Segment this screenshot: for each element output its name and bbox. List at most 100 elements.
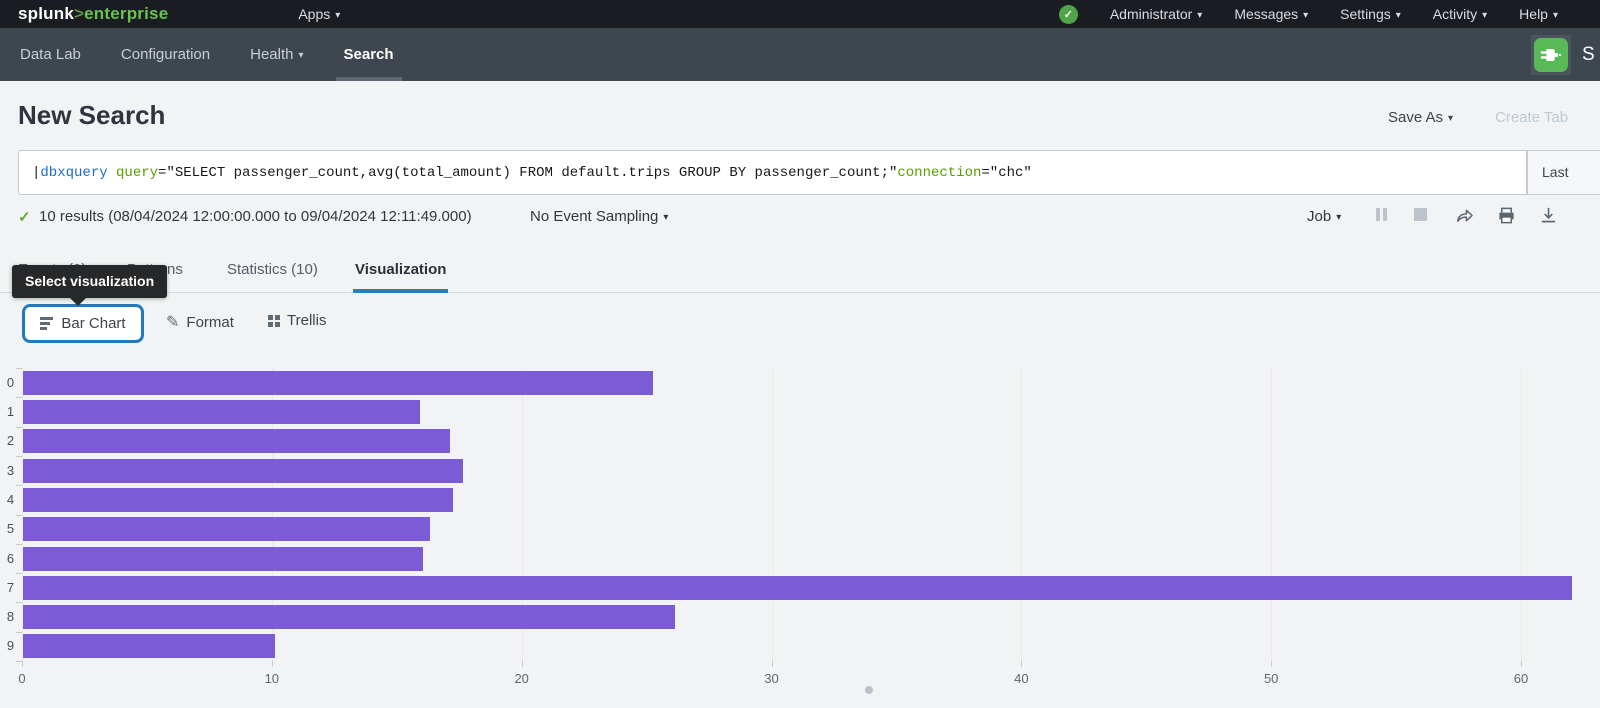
bar[interactable] [23, 517, 431, 542]
trellis-label: Trellis [287, 312, 327, 329]
stop-icon[interactable] [1414, 208, 1427, 221]
y-axis-tick [16, 631, 22, 633]
results-tabs: Events (0) Patterns Statistics (10) Visu… [0, 250, 1600, 293]
bar[interactable] [23, 487, 453, 512]
trellis-button[interactable]: Trellis [268, 312, 326, 329]
chart-gridline [1521, 368, 1522, 661]
y-axis-category-label: 8 [6, 609, 15, 625]
bar[interactable] [23, 605, 676, 630]
messages-menu[interactable]: Messages [1234, 6, 1308, 22]
y-axis-category-label: 0 [6, 374, 15, 390]
y-axis-category-label: 3 [6, 462, 15, 478]
nav-item-health[interactable]: Health [250, 28, 303, 81]
bar[interactable] [23, 634, 276, 659]
settings-menu[interactable]: Settings [1340, 6, 1401, 22]
bar[interactable] [23, 400, 421, 424]
scrollbar-dot[interactable] [865, 686, 873, 694]
create-table-view-button[interactable]: Create Tab [1495, 109, 1569, 126]
results-status-text: 10 results (08/04/2024 12:00:00.000 to 0… [39, 208, 472, 225]
bar[interactable] [23, 458, 463, 483]
y-axis-tick [16, 368, 22, 369]
nav-item-search[interactable]: Search [335, 28, 402, 81]
spl-param-connection: connection [897, 164, 982, 181]
bar[interactable] [23, 429, 451, 454]
activity-menu[interactable]: Activity [1433, 6, 1487, 22]
search-input[interactable]: | dbxquery query ="SELECT passenger_count… [18, 150, 1527, 195]
administrator-menu[interactable]: Administrator [1110, 6, 1203, 22]
bar[interactable] [23, 575, 1572, 600]
chart-type-picker-button[interactable]: Bar Chart [22, 304, 144, 343]
job-menu[interactable]: Job [1307, 208, 1341, 225]
y-axis-tick [16, 514, 22, 516]
db-connect-plug-icon[interactable] [1534, 37, 1568, 72]
active-tab-indicator [353, 289, 448, 293]
page-title: New Search [18, 100, 166, 130]
y-axis-tick [16, 455, 22, 457]
x-axis-tick-label: 60 [1513, 671, 1529, 686]
export-icon[interactable] [1539, 206, 1558, 229]
success-check-icon [18, 208, 31, 226]
print-icon[interactable] [1497, 206, 1516, 229]
y-axis-category-label: 4 [6, 491, 15, 507]
spl-command: dbxquery [40, 164, 108, 181]
spl-value-connection: ="chc" [981, 164, 1032, 181]
x-axis-tick [521, 661, 523, 667]
app-title-cutoff: S [1582, 43, 1595, 65]
help-menu[interactable]: Help [1519, 6, 1558, 22]
nav-item-configuration[interactable]: Configuration [120, 46, 211, 63]
y-axis-tick [16, 397, 22, 399]
format-button[interactable]: Format [166, 312, 234, 332]
app-nav-bar: Data Lab Configuration Health Search S [0, 28, 1600, 81]
logo-gt-icon: > [74, 4, 85, 23]
tab-visualization[interactable]: Visualization [355, 261, 447, 278]
time-range-picker[interactable]: Last [1527, 150, 1600, 195]
x-axis-tick [1271, 661, 1273, 667]
splunk-logo[interactable]: splunk>enterprise [18, 4, 168, 24]
event-sampling-menu[interactable]: No Event Sampling [530, 208, 668, 225]
y-axis-tick [16, 543, 22, 545]
x-axis-tick-label: 40 [1014, 671, 1029, 686]
x-axis-tick-label: 10 [264, 671, 280, 686]
x-axis-tick-label: 0 [18, 671, 26, 686]
spl-value-query: ="SELECT passenger_count,avg(total_amoun… [158, 164, 898, 181]
select-visualization-tooltip: Select visualization [12, 265, 168, 306]
bar-chart-icon [40, 317, 54, 330]
share-icon[interactable] [1455, 206, 1474, 229]
trellis-grid-icon [268, 314, 280, 327]
y-axis-tick [16, 661, 22, 662]
x-axis-tick-label: 20 [514, 671, 529, 686]
health-status-icon[interactable] [1058, 4, 1078, 24]
y-axis-category-label: 2 [6, 433, 15, 449]
y-axis-category-label: 9 [6, 638, 15, 654]
tab-statistics[interactable]: Statistics (10) [227, 261, 318, 278]
plug-glyph [1540, 48, 1562, 61]
y-axis-category-label: 6 [6, 550, 15, 566]
logo-brand: splunk [18, 4, 74, 23]
bar[interactable] [23, 370, 653, 395]
x-axis-tick-label: 50 [1263, 671, 1279, 686]
x-axis-tick [1021, 661, 1023, 667]
x-axis-tick [1521, 661, 1522, 667]
chart-gridline [271, 368, 273, 661]
bar[interactable] [23, 546, 423, 571]
apps-menu[interactable]: Apps [298, 6, 340, 22]
y-axis-tick [16, 602, 22, 604]
pause-icon[interactable] [1376, 208, 1387, 221]
chart-gridline [771, 368, 773, 661]
save-as-button[interactable]: Save As [1388, 109, 1453, 126]
logo-product: enterprise [84, 4, 169, 23]
chart-gridline [22, 368, 23, 661]
spl-param-query: query [116, 164, 159, 181]
chart-plot-area [22, 368, 1596, 661]
y-axis-category-label: 1 [6, 404, 15, 419]
results-bar: 10 results (08/04/2024 12:00:00.000 to 0… [0, 204, 1600, 236]
bar-chart: 0 1 2 3 4 5 6 7 8 9 0 10 20 30 40 50 60 [0, 368, 1600, 693]
nav-item-data-lab[interactable]: Data Lab [20, 46, 81, 63]
y-axis-tick [16, 426, 22, 428]
x-axis-tick [271, 661, 273, 667]
x-axis-tick [22, 661, 23, 667]
x-axis-tick-label: 30 [764, 671, 779, 686]
chart-gridline [1271, 368, 1273, 661]
chart-type-label: Bar Chart [61, 315, 126, 332]
top-nav-bar: splunk>enterprise Apps Administrator Mes… [0, 0, 1600, 28]
